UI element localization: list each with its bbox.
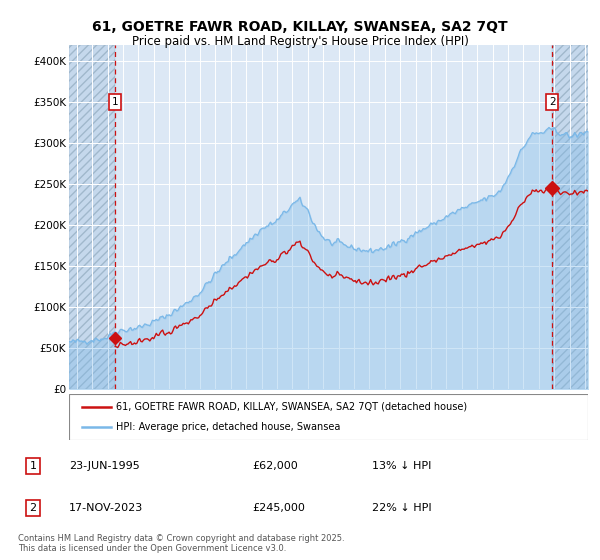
Text: 17-NOV-2023: 17-NOV-2023 xyxy=(69,503,143,513)
Bar xyxy=(552,45,588,389)
Bar xyxy=(69,45,115,389)
Bar xyxy=(69,45,115,389)
Text: 2: 2 xyxy=(549,97,556,107)
Text: 13% ↓ HPI: 13% ↓ HPI xyxy=(372,461,431,471)
Text: 61, GOETRE FAWR ROAD, KILLAY, SWANSEA, SA2 7QT (detached house): 61, GOETRE FAWR ROAD, KILLAY, SWANSEA, S… xyxy=(116,402,467,412)
Text: 61, GOETRE FAWR ROAD, KILLAY, SWANSEA, SA2 7QT: 61, GOETRE FAWR ROAD, KILLAY, SWANSEA, S… xyxy=(92,20,508,34)
Text: 23-JUN-1995: 23-JUN-1995 xyxy=(69,461,140,471)
Text: Price paid vs. HM Land Registry's House Price Index (HPI): Price paid vs. HM Land Registry's House … xyxy=(131,35,469,48)
FancyBboxPatch shape xyxy=(69,394,588,440)
Text: HPI: Average price, detached house, Swansea: HPI: Average price, detached house, Swan… xyxy=(116,422,340,432)
Text: 1: 1 xyxy=(112,97,118,107)
Bar xyxy=(552,45,588,389)
Text: 2: 2 xyxy=(29,503,37,513)
Text: 22% ↓ HPI: 22% ↓ HPI xyxy=(372,503,431,513)
Text: 1: 1 xyxy=(29,461,37,471)
Text: £245,000: £245,000 xyxy=(252,503,305,513)
Text: £62,000: £62,000 xyxy=(252,461,298,471)
Text: Contains HM Land Registry data © Crown copyright and database right 2025.
This d: Contains HM Land Registry data © Crown c… xyxy=(18,534,344,553)
